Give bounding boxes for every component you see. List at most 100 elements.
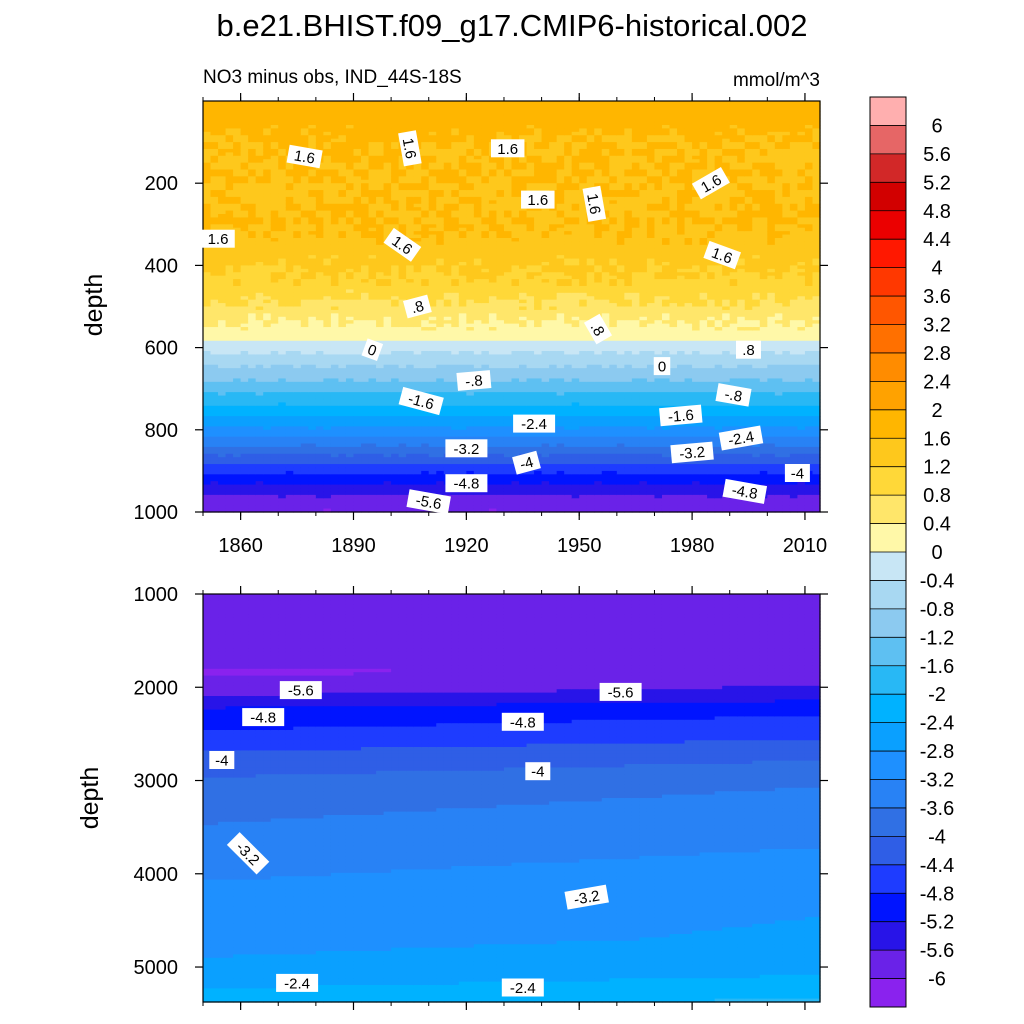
colorbar-label: -4 — [928, 826, 946, 848]
subtitle-left: NO3 minus obs, IND_44S-18S — [203, 67, 462, 88]
colorbar-swatch — [870, 239, 906, 268]
colorbar-swatch — [870, 807, 906, 837]
x-tick-label: 1920 — [444, 535, 489, 557]
x-tick-label: 1950 — [557, 535, 602, 557]
colorbar-label: -6 — [928, 969, 946, 991]
colorbar-label: -4.4 — [920, 855, 954, 877]
contour-label: -4.8 — [445, 474, 488, 493]
y-tick-label: 1000 — [134, 584, 179, 606]
colorbar-swatch — [870, 836, 906, 866]
colorbar-label: -0.8 — [920, 599, 954, 621]
contour-label: -4.8 — [242, 708, 285, 727]
y-tick-label: 2000 — [134, 677, 179, 699]
y-axis-label-upper: depth — [80, 274, 108, 337]
colorbar-label: 5.2 — [923, 172, 951, 194]
contour-label: -2.4 — [501, 978, 544, 997]
contour-label: -5.6 — [406, 489, 451, 515]
colorbar-swatch — [870, 466, 906, 496]
colorbar-label: -2.8 — [920, 741, 954, 763]
contour-label: 0 — [361, 338, 384, 361]
colorbar-swatch — [870, 438, 906, 467]
colorbar-label: 2.4 — [923, 371, 951, 393]
colorbar-label: -3.6 — [920, 798, 954, 820]
colorbar: 6 5.6 5.2 4.8 4.4 4 3.6 3.2 2.8 2.4 2 1.6 1.2 0.8 0.4 0… — [869, 96, 954, 1008]
colorbar-swatch — [870, 153, 906, 183]
colorbar-label: -4.8 — [920, 883, 954, 905]
colorbar-swatch — [870, 210, 906, 240]
contour-label: .8 — [583, 313, 613, 345]
y-tick-label: 5000 — [134, 957, 179, 979]
contour-label: -4 — [525, 762, 551, 781]
contour-label: -.8 — [715, 383, 752, 407]
contour-label: -3.2 — [445, 439, 488, 458]
x-tick-label: 1860 — [218, 535, 263, 557]
contour-label: -3.2 — [670, 441, 714, 464]
colorbar-label: 2 — [931, 400, 942, 422]
contour-label: -5.6 — [599, 682, 642, 701]
colorbar-label: 0.8 — [923, 485, 951, 507]
contour-label: -4 — [512, 450, 541, 475]
x-tick-label: 1980 — [670, 535, 715, 557]
colorbar-swatch — [870, 409, 906, 439]
colorbar-label: 6 — [931, 115, 942, 137]
contour-label: 1.6 — [582, 185, 607, 222]
contour-label: 0 — [653, 357, 671, 376]
colorbar-label: 3.2 — [923, 315, 951, 337]
contour-label: .8 — [736, 340, 761, 359]
colorbar-label: 1.2 — [923, 457, 951, 479]
x-tick-label: 2010 — [783, 535, 828, 557]
contour-label: 1.6 — [398, 130, 422, 167]
colorbar-label: -1.2 — [920, 627, 954, 649]
colorbar-frame — [869, 96, 907, 1008]
contour-label: -2.4 — [513, 414, 556, 433]
contour-label: -4 — [784, 464, 810, 483]
colorbar-swatch — [870, 495, 906, 524]
colorbar-swatch — [870, 864, 906, 894]
colorbar-label: -2 — [928, 684, 946, 706]
colorbar-swatch — [870, 950, 906, 979]
contour-label: 1.6 — [521, 190, 555, 209]
colorbar-swatch — [870, 580, 906, 610]
colorbar-label: -3.2 — [920, 770, 954, 792]
contour-label: 1.6 — [703, 240, 742, 270]
colorbar-swatch — [870, 97, 906, 126]
colorbar-label: -1.6 — [920, 656, 954, 678]
colorbar-label: 0.4 — [923, 514, 951, 536]
y-tick-label: 1000 — [134, 502, 179, 524]
y-tick-label: 800 — [145, 420, 178, 442]
contour-label: .8 — [402, 294, 432, 319]
colorbar-swatch — [870, 125, 906, 155]
colorbar-label: -0.4 — [920, 570, 954, 592]
upper-panel: 1860 1890 1920 1950 1980 2010 200 400 600 800 1000… — [134, 93, 828, 557]
contour-label: -1.6 — [398, 386, 444, 416]
contour-label: -1.6 — [659, 404, 703, 427]
colorbar-swatch — [870, 523, 906, 553]
x-tick-label: 1890 — [331, 535, 376, 557]
chart-title: b.e21.BHIST.f09_g17.CMIP6-historical.002 — [216, 8, 807, 43]
units-label: mmol/m^3 — [733, 70, 820, 91]
contour-label: -4.8 — [722, 478, 768, 504]
colorbar-swatch — [870, 608, 906, 638]
contour-fill — [203, 594, 821, 1003]
contour-fill — [203, 101, 821, 513]
colorbar-swatch — [870, 978, 906, 1008]
plot-frame — [202, 593, 821, 1003]
y-axis-label-lower: depth — [76, 767, 104, 830]
colorbar-label: 4.8 — [923, 201, 951, 223]
contour-label: -4.8 — [501, 712, 544, 731]
contour-label: -2.4 — [718, 425, 764, 451]
colorbar-swatch — [870, 182, 906, 212]
colorbar-label: -5.6 — [920, 940, 954, 962]
colorbar-swatch — [870, 637, 906, 667]
contour-label: 1.6 — [286, 144, 323, 169]
colorbar-swatch — [870, 694, 906, 723]
plot-frame — [202, 100, 821, 513]
colorbar-label: 4 — [931, 258, 942, 280]
contour-label: -5.6 — [279, 681, 322, 700]
colorbar-swatch — [870, 352, 906, 382]
colorbar-label: 4.4 — [923, 229, 951, 251]
colorbar-label: -2.4 — [920, 713, 954, 735]
colorbar-swatch — [870, 779, 906, 809]
colorbar-label: 1.6 — [923, 428, 951, 450]
